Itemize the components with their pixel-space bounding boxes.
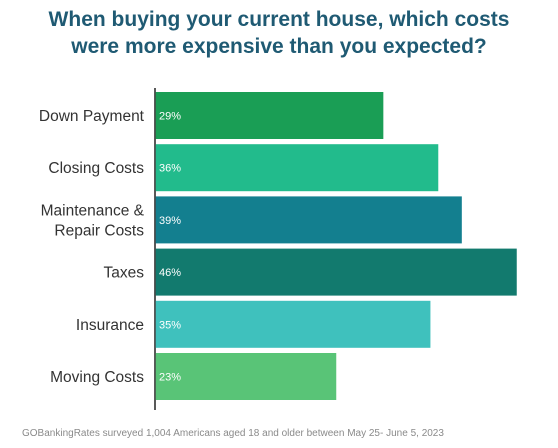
- category-label-2: Maintenance & Repair Costs: [41, 202, 145, 239]
- category-label-5: Moving Costs: [50, 369, 144, 386]
- category-label-4-line-0: Insurance: [76, 317, 144, 334]
- category-label-3: Taxes: [104, 265, 145, 282]
- bar-0: [155, 92, 384, 139]
- bar-2: [155, 196, 462, 244]
- value-label-3: 46%: [159, 267, 181, 279]
- value-label-0: 29%: [159, 111, 181, 123]
- value-label-4: 35%: [159, 319, 181, 331]
- category-label-4: Insurance: [76, 317, 144, 334]
- bar-1: [155, 144, 439, 192]
- category-label-0: Down Payment: [39, 108, 145, 125]
- category-label-1-line-0: Closing Costs: [48, 160, 144, 177]
- bar-5: [155, 353, 337, 400]
- value-label-2: 39%: [159, 215, 181, 227]
- category-label-1: Closing Costs: [48, 160, 144, 177]
- value-label-1: 36%: [159, 163, 181, 175]
- chart-title: When buying your current house, which co…: [0, 6, 558, 60]
- category-label-2-line-1: Repair Costs: [54, 222, 144, 239]
- chart-title-line-2: were more expensive than you expected?: [71, 35, 487, 58]
- footnote: GOBankingRates surveyed 1,004 Americans …: [22, 428, 444, 439]
- category-label-5-line-0: Moving Costs: [50, 369, 144, 386]
- chart-title-line-1: When buying your current house, which co…: [48, 8, 510, 31]
- category-label-2-line-0: Maintenance &: [41, 202, 145, 219]
- category-label-0-line-0: Down Payment: [39, 108, 145, 125]
- category-label-3-line-0: Taxes: [104, 265, 145, 282]
- bar-3: [155, 248, 517, 296]
- bar-4: [155, 300, 431, 348]
- value-label-5: 23%: [159, 372, 181, 384]
